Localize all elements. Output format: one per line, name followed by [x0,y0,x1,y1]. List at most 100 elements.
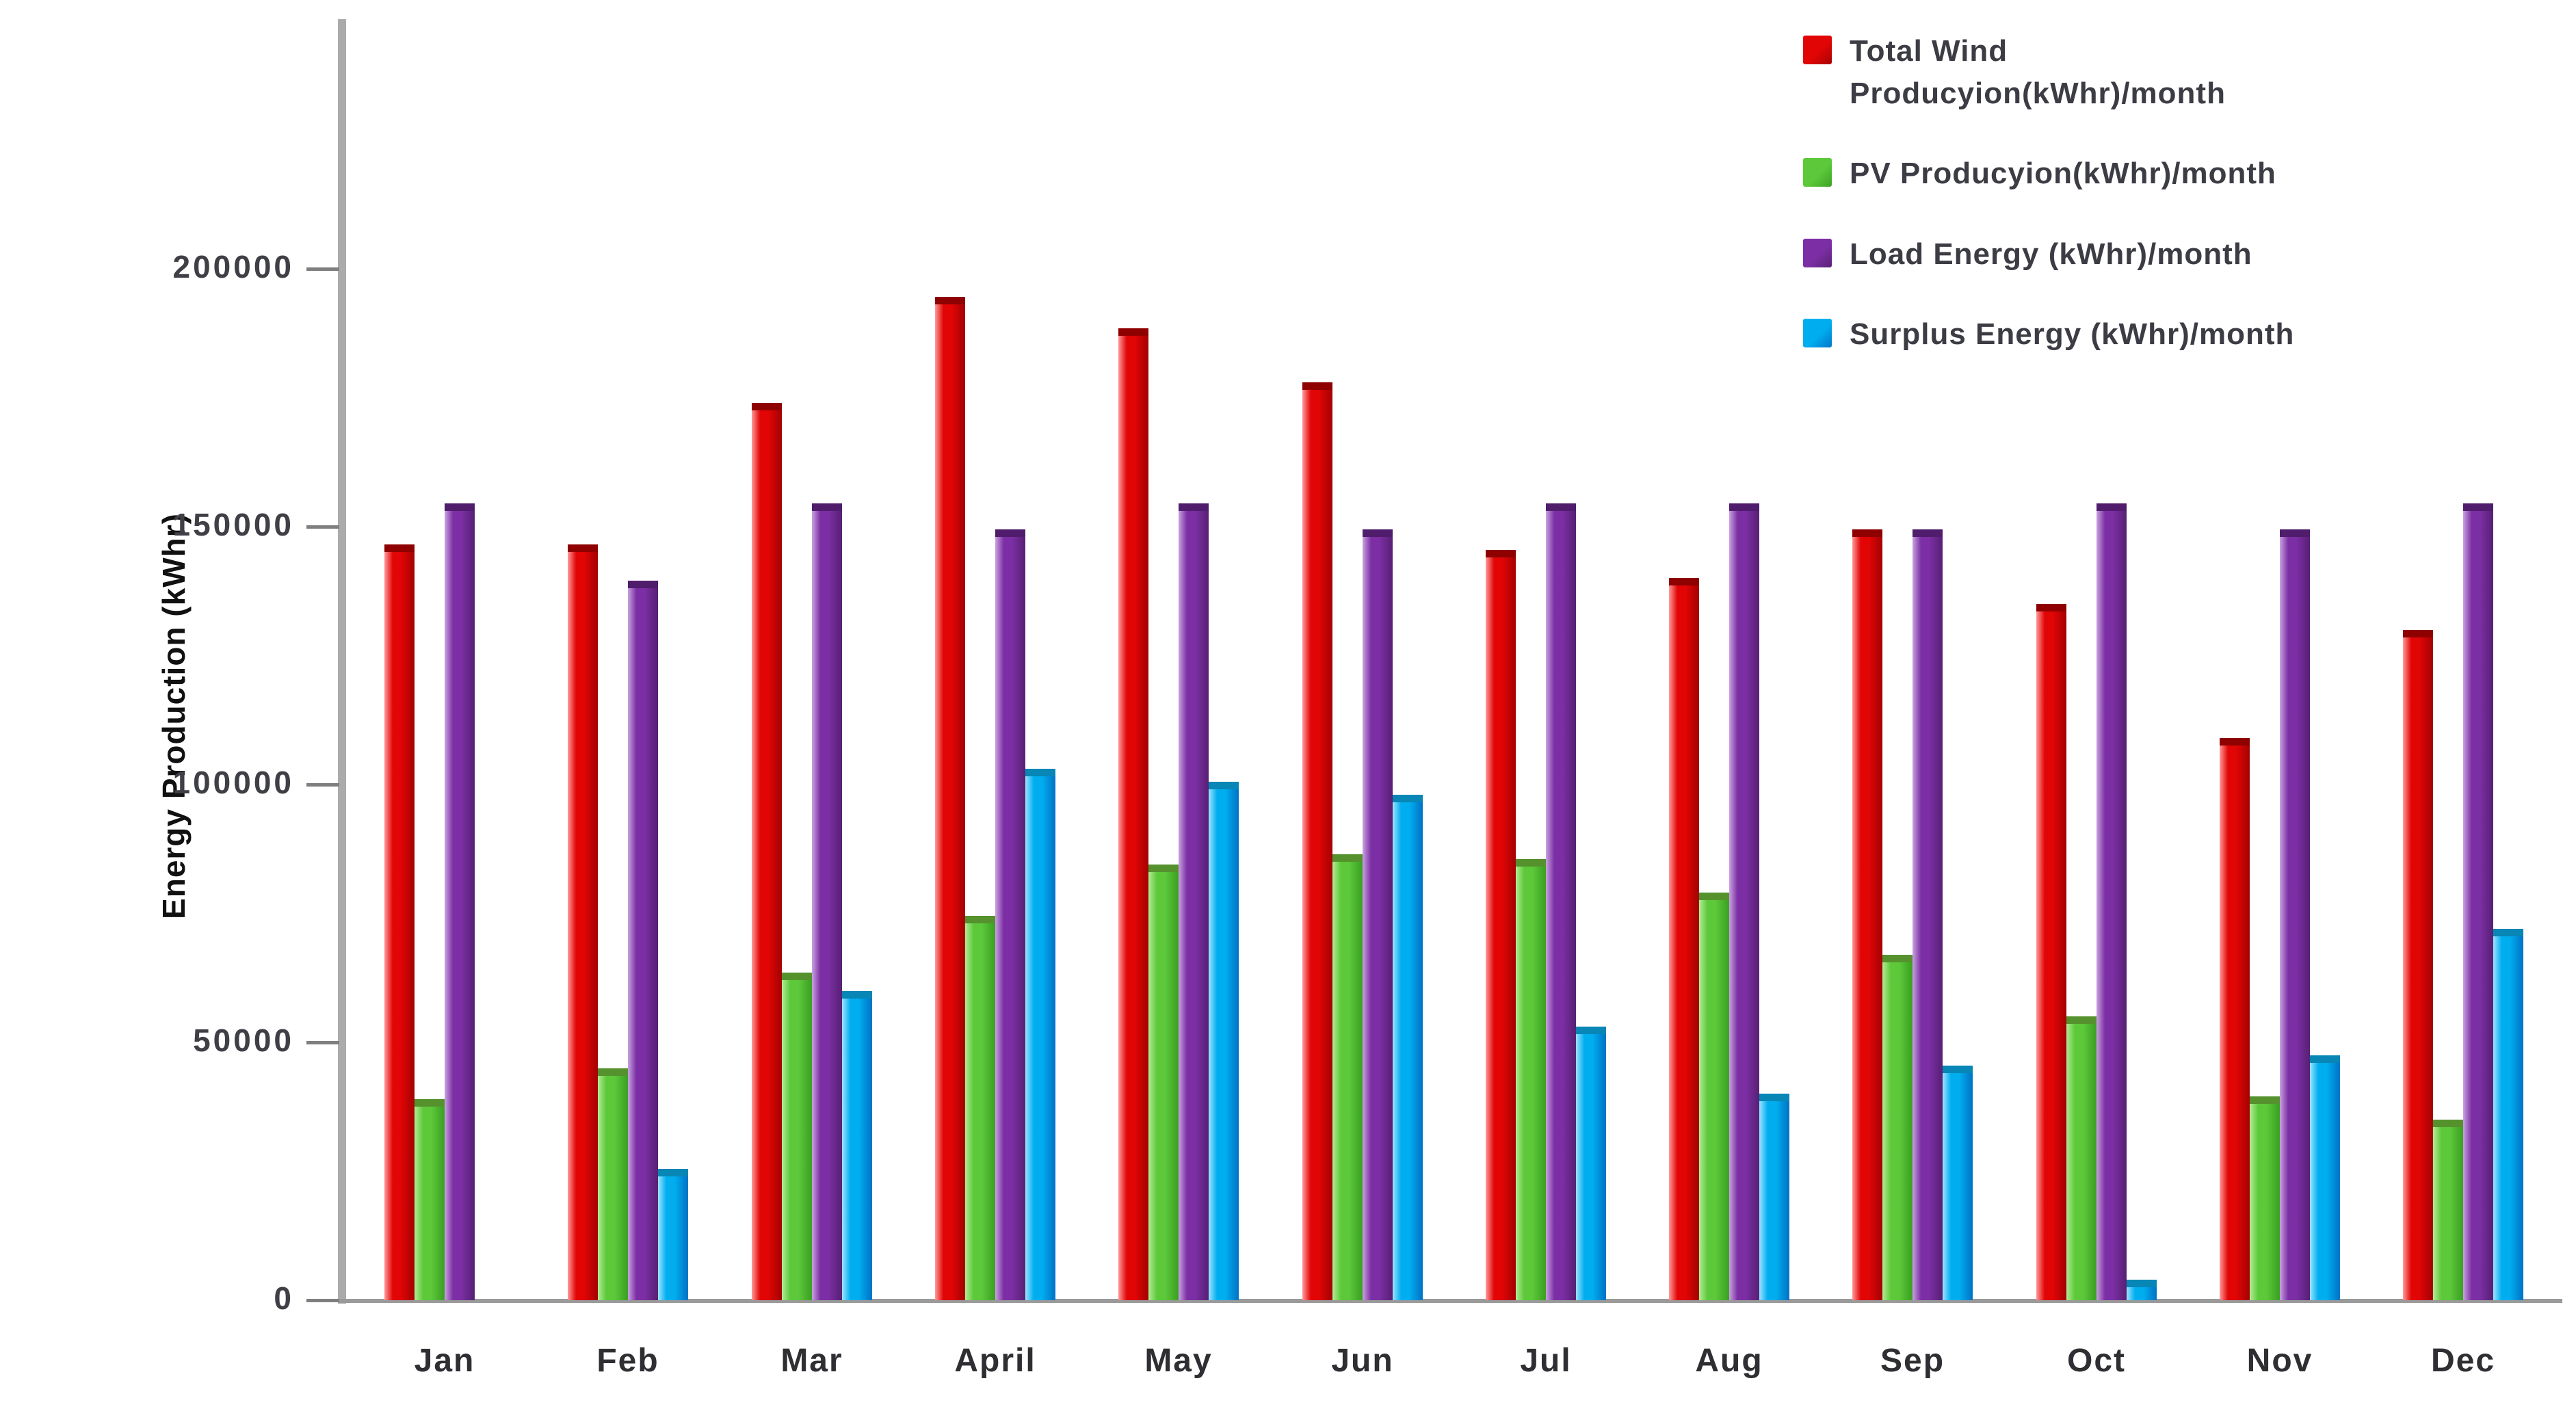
bar-may-series1 [1118,328,1148,1300]
bar-cap [2250,1096,2280,1104]
bar-cap [1148,865,1179,872]
bar-jun-series2 [1332,854,1363,1300]
legend-label: Surplus Energy (kWhr)/month [1850,317,2295,352]
bar-cap [628,581,658,588]
x-axis-label-jul: Jul [1520,1343,1572,1379]
bar-cap [415,1099,445,1107]
bar-jun-series3 [1363,529,1393,1300]
bar-cap [2280,529,2310,537]
bar-cap [1363,529,1393,537]
bar-cap [384,544,415,552]
bar-mar-series1 [752,403,782,1300]
bar-jul-series2 [1516,859,1546,1300]
x-axis-label-jun: Jun [1331,1343,1394,1379]
bar-cap [1118,328,1148,336]
legend-swatch-icon [1803,238,1832,267]
bar-nov-series3 [2280,529,2310,1300]
bar-sep-series3 [1913,529,1943,1300]
bar-oct-series3 [2097,503,2127,1300]
bar-cap [2097,503,2127,511]
bar-cap [842,991,872,999]
bar-dec-series3 [2463,503,2493,1300]
bar-cap [2310,1055,2340,1063]
bar-cap [568,544,598,552]
bar-cap [782,973,812,980]
bar-cap [2220,738,2250,746]
bar-cap [995,529,1025,537]
y-tick-label: 100000 [172,765,294,800]
bar-nov-series4 [2310,1055,2340,1300]
bar-cap [1852,529,1882,537]
bar-cap [2493,929,2523,936]
bar-cap [1332,854,1363,862]
bar-mar-series3 [812,503,842,1300]
bar-feb-series4 [658,1169,688,1300]
y-tick-mark [306,783,339,787]
bar-dec-series2 [2433,1120,2463,1300]
legend-item-series4: Surplus Energy (kWhr)/month [1803,313,2378,356]
bar-oct-series2 [2066,1016,2097,1300]
bar-cap [2403,630,2433,637]
bar-jul-series4 [1576,1027,1606,1300]
bar-april-series4 [1025,769,1055,1300]
bar-dec-series4 [2493,929,2523,1300]
y-tick-label: 50000 [193,1023,294,1058]
y-tick-mark [306,525,339,529]
bar-aug-series2 [1699,893,1729,1300]
bar-mar-series4 [842,991,872,1300]
y-tick-label: 0 [274,1280,294,1316]
x-axis-label-aug: Aug [1695,1343,1763,1379]
bar-jun-series4 [1393,795,1423,1300]
bar-cap [935,297,965,304]
bar-cap [1913,529,1943,537]
bar-may-series4 [1209,782,1239,1300]
bar-cap [965,916,995,923]
legend-item-series3: Load Energy (kWhr)/month [1803,233,2378,276]
bar-cap [1302,382,1332,390]
x-axis-label-dec: Dec [2430,1343,2496,1379]
bar-feb-series2 [598,1068,628,1300]
bar-aug-series1 [1669,578,1699,1300]
bar-may-series3 [1179,503,1209,1300]
legend-label: Total Wind Producyion(kWhr)/month [1850,34,2226,110]
bar-sep-series1 [1852,529,1882,1300]
bar-aug-series4 [1759,1094,1789,1300]
x-axis-label-nov: Nov [2246,1343,2313,1379]
bar-oct-series1 [2036,604,2066,1300]
bar-cap [812,503,842,511]
bar-cap [2463,503,2493,511]
bar-cap [2066,1016,2097,1024]
bar-aug-series3 [1729,503,1759,1300]
y-tick-label: 200000 [172,249,294,285]
bar-may-series2 [1148,865,1179,1300]
bar-cap [598,1068,628,1076]
y-tick-mark [306,267,339,271]
x-axis-label-sep: Sep [1880,1343,1945,1379]
bar-sep-series4 [1943,1066,1973,1300]
legend-item-series1: Total Wind Producyion(kWhr)/month [1803,30,2378,114]
bar-nov-series1 [2220,738,2250,1300]
bar-cap [1699,893,1729,900]
bar-cap [1882,955,1913,962]
legend-item-series2: PV Producyion(kWhr)/month [1803,153,2378,195]
bar-april-series3 [995,529,1025,1300]
bar-sep-series2 [1882,955,1913,1300]
bar-feb-series1 [568,544,598,1300]
y-axis-line [338,19,346,1304]
x-axis-label-may: May [1144,1343,1213,1379]
y-tick-mark [306,1299,339,1302]
bar-jan-series1 [384,544,415,1300]
bar-cap [2127,1280,2157,1287]
bar-cap [445,503,475,511]
bar-cap [1025,769,1055,776]
bar-cap [1179,503,1209,511]
legend-label: PV Producyion(kWhr)/month [1850,157,2276,191]
legend-label: Load Energy (kWhr)/month [1850,237,2252,271]
bar-april-series2 [965,916,995,1300]
bar-cap [1546,503,1576,511]
x-axis-label-april: April [954,1343,1036,1379]
y-tick-label: 150000 [172,507,294,542]
bar-jul-series3 [1546,503,1576,1300]
legend-swatch-icon [1803,319,1832,348]
